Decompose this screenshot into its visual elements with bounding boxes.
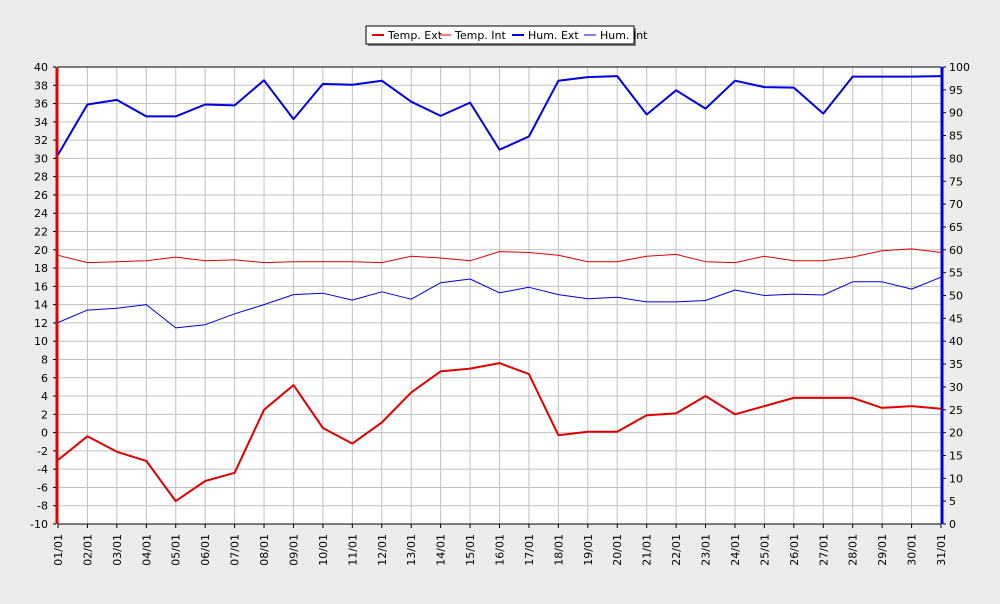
x-tick-label: 19/01 (582, 534, 595, 566)
right-tick-label: 10 (949, 472, 963, 485)
x-tick-label: 13/01 (405, 534, 418, 566)
right-tick-label: 60 (949, 244, 963, 257)
x-tick-label: 11/01 (346, 534, 359, 566)
series-line-hum-int (57, 276, 942, 329)
left-tick-label: 34 (34, 116, 48, 129)
left-tick-label: 32 (34, 134, 48, 147)
left-tick-label: 10 (34, 335, 48, 348)
x-tick-label: 03/01 (111, 534, 124, 566)
left-tick-label: 8 (41, 353, 48, 366)
left-tick-label: -4 (37, 463, 48, 476)
left-tick-label: -2 (37, 445, 48, 458)
left-tick-label: 12 (34, 317, 48, 330)
left-tick-label: 14 (34, 299, 48, 312)
right-tick-label: 40 (949, 335, 963, 348)
right-tick-label: 90 (949, 107, 963, 120)
left-tick-label: 2 (41, 408, 48, 421)
x-tick-label: 26/01 (788, 534, 801, 566)
x-tick-label: 05/01 (170, 534, 183, 566)
right-tick-label: 100 (949, 61, 970, 74)
x-tick-label: 20/01 (611, 534, 624, 566)
series-line-temp-int (57, 248, 942, 264)
right-tick-label: 80 (949, 152, 963, 165)
series-line-hum-ext (57, 75, 942, 156)
x-tick-label: 08/01 (258, 534, 271, 566)
x-tick-label: 30/01 (906, 534, 919, 566)
axes: -10-8-6-4-202468101214161820222426283032… (30, 61, 970, 566)
x-tick-label: 23/01 (700, 534, 713, 566)
right-tick-label: 5 (949, 495, 956, 508)
left-tick-label: 20 (34, 244, 48, 257)
x-tick-label: 29/01 (876, 534, 889, 566)
x-tick-label: 12/01 (376, 534, 389, 566)
x-tick-label: 15/01 (464, 534, 477, 566)
left-tick-label: 36 (34, 98, 48, 111)
x-tick-label: 24/01 (729, 534, 742, 566)
left-tick-label: -10 (30, 518, 48, 531)
right-tick-label: 45 (949, 312, 963, 325)
legend[interactable]: Temp. Ext Temp. Int Hum. Ext Hum. Int (365, 25, 648, 46)
left-tick-label: 6 (41, 372, 48, 385)
right-tick-label: 0 (949, 518, 956, 531)
left-tick-label: -8 (37, 500, 48, 513)
legend-label-temp-ext: Temp. Ext (387, 29, 443, 42)
left-tick-label: 40 (34, 61, 48, 74)
right-tick-label: 55 (949, 267, 963, 280)
x-tick-label: 22/01 (670, 534, 683, 566)
x-tick-label: 25/01 (758, 534, 771, 566)
right-tick-label: 25 (949, 404, 963, 417)
x-tick-label: 02/01 (81, 534, 94, 566)
x-tick-label: 16/01 (494, 534, 507, 566)
grid (57, 66, 942, 525)
right-tick-label: 85 (949, 130, 963, 143)
legend-label-temp-int: Temp. Int (454, 29, 507, 42)
right-tick-label: 50 (949, 290, 963, 303)
x-tick-label: 21/01 (641, 534, 654, 566)
x-tick-label: 14/01 (435, 534, 448, 566)
left-tick-label: 26 (34, 189, 48, 202)
legend-label-hum-ext: Hum. Ext (528, 29, 579, 42)
left-tick-label: 0 (41, 427, 48, 440)
legend-box (365, 25, 635, 45)
series-lines (57, 75, 942, 503)
left-tick-label: 16 (34, 280, 48, 293)
left-tick-label: -6 (37, 481, 48, 494)
right-tick-label: 35 (949, 358, 963, 371)
x-tick-label: 07/01 (229, 534, 242, 566)
series-line-temp-ext (57, 362, 942, 503)
left-tick-label: 24 (34, 207, 48, 220)
left-tick-label: 4 (41, 390, 48, 403)
left-tick-label: 22 (34, 226, 48, 239)
right-tick-label: 70 (949, 198, 963, 211)
x-tick-label: 06/01 (199, 534, 212, 566)
x-tick-label: 28/01 (847, 534, 860, 566)
x-tick-label: 31/01 (935, 534, 948, 566)
left-tick-label: 38 (34, 79, 48, 92)
right-tick-label: 95 (949, 84, 963, 97)
right-tick-label: 30 (949, 381, 963, 394)
right-tick-label: 65 (949, 221, 963, 234)
x-tick-label: 09/01 (287, 534, 300, 566)
x-tick-label: 01/01 (52, 534, 65, 566)
right-tick-label: 20 (949, 427, 963, 440)
left-tick-label: 28 (34, 171, 48, 184)
left-tick-label: 18 (34, 262, 48, 275)
legend-label-hum-int: Hum. Int (600, 29, 648, 42)
x-tick-label: 18/01 (552, 534, 565, 566)
left-tick-label: 30 (34, 152, 48, 165)
x-tick-label: 27/01 (817, 534, 830, 566)
x-tick-label: 17/01 (523, 534, 536, 566)
right-tick-label: 15 (949, 449, 963, 462)
x-tick-label: 04/01 (140, 534, 153, 566)
right-tick-label: 75 (949, 175, 963, 188)
x-tick-label: 10/01 (317, 534, 330, 566)
